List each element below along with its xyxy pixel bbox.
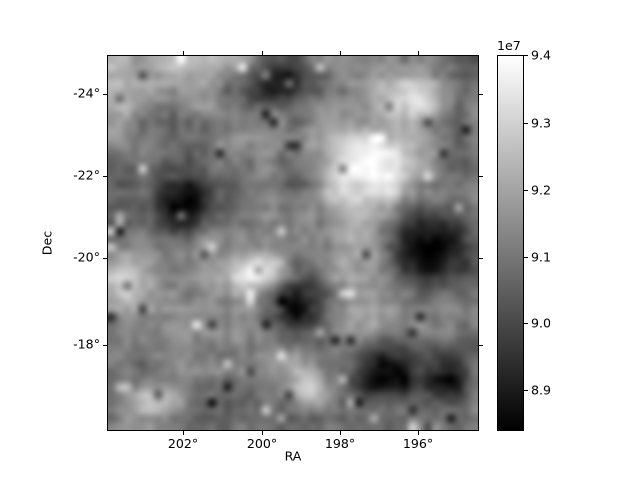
colorbar-tick-label: 9.0 — [531, 315, 552, 331]
y-tick-right — [479, 345, 483, 347]
x-tick-top — [262, 51, 264, 55]
y-axis-label: Dec — [39, 230, 55, 256]
x-tick-top — [340, 51, 342, 55]
x-tick-top — [183, 51, 185, 55]
x-tick-label: 200° — [246, 436, 278, 451]
y-tick-label: -22° — [73, 167, 100, 183]
sky-map-axes[interactable] — [107, 55, 479, 431]
colorbar[interactable] — [497, 55, 524, 431]
colorbar-tick — [524, 123, 528, 125]
y-tick-left — [103, 345, 107, 347]
x-tick-bottom — [183, 431, 185, 435]
colorbar-tick — [524, 323, 528, 325]
x-tick-label: 198° — [324, 436, 356, 451]
colorbar-tick-label: 9.3 — [531, 115, 552, 131]
y-tick-left — [103, 258, 107, 260]
colorbar-tick — [524, 55, 528, 57]
colorbar-tick-label: 8.9 — [531, 382, 552, 398]
x-axis-label: RA — [284, 448, 302, 464]
x-tick-label: 196° — [402, 436, 434, 451]
y-tick-right — [479, 94, 483, 96]
x-tick-label: 202° — [167, 436, 199, 451]
colorbar-tick — [524, 190, 528, 192]
x-tick-top — [418, 51, 420, 55]
colorbar-tick-label: 9.4 — [531, 47, 552, 63]
y-tick-label: -24° — [73, 85, 100, 101]
y-tick-label: -20° — [73, 249, 100, 265]
y-tick-left — [103, 94, 107, 96]
y-tick-right — [479, 258, 483, 260]
y-tick-right — [479, 176, 483, 178]
x-tick-bottom — [262, 431, 264, 435]
sky-map-image — [108, 56, 478, 430]
colorbar-tick — [524, 257, 528, 259]
y-tick-label: -18° — [73, 336, 100, 352]
y-tick-left — [103, 176, 107, 178]
colorbar-tick — [524, 390, 528, 392]
x-tick-bottom — [418, 431, 420, 435]
colorbar-tick-label: 9.1 — [531, 249, 552, 265]
x-tick-bottom — [340, 431, 342, 435]
colorbar-offset-text: 1e7 — [497, 38, 521, 53]
colorbar-tick-label: 9.2 — [531, 182, 552, 198]
